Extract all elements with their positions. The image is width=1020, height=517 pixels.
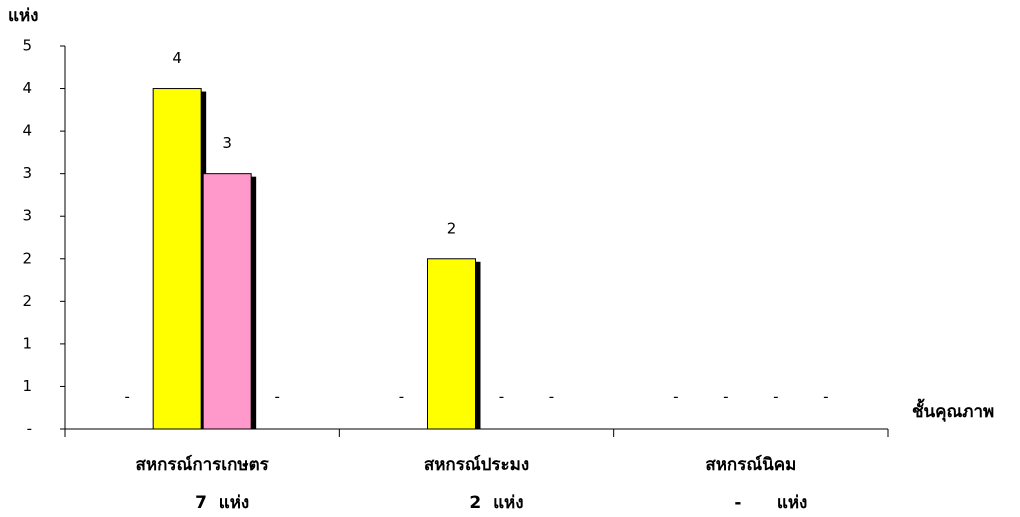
bar (202, 173, 252, 430)
y-tick-label: 3 (22, 207, 32, 225)
category-note: - แห่ง (734, 493, 807, 513)
x-tick-label: สหกรณ์นิคม (705, 454, 796, 475)
value-label: - (399, 388, 404, 406)
value-label: - (673, 388, 678, 406)
value-label: - (773, 388, 778, 406)
value-label: - (549, 388, 554, 406)
category-note: 2 แห่ง (469, 493, 523, 513)
bar (152, 88, 202, 430)
y-tick-label: 4 (22, 79, 32, 97)
y-tick-label: - (27, 420, 32, 438)
x-tick-label: สหกรณ์การเกษตร (136, 454, 270, 475)
y-tick-label: 2 (22, 249, 32, 267)
y-tick-label: 3 (22, 164, 32, 182)
value-label: 3 (222, 134, 232, 152)
x-axis-title: ชั้นคุณภาพ (912, 398, 994, 422)
category-note: 7 แห่ง (195, 493, 249, 513)
x-tick-label: สหกรณ์ประมง (424, 454, 529, 475)
value-label: 4 (172, 49, 182, 67)
y-axis-title: แห่ง (8, 6, 38, 26)
y-tick-label: 2 (22, 292, 32, 310)
value-label: - (499, 388, 504, 406)
value-label: 2 (447, 219, 457, 237)
value-label: - (274, 388, 279, 406)
y-tick-label: 1 (22, 334, 32, 352)
bar (427, 258, 476, 430)
value-label: - (823, 388, 828, 406)
y-tick-label: 1 (22, 377, 32, 395)
y-tick-label: 5 (22, 37, 32, 55)
y-tick-label: 4 (22, 122, 32, 140)
value-label: - (124, 388, 129, 406)
value-label: - (723, 388, 728, 406)
